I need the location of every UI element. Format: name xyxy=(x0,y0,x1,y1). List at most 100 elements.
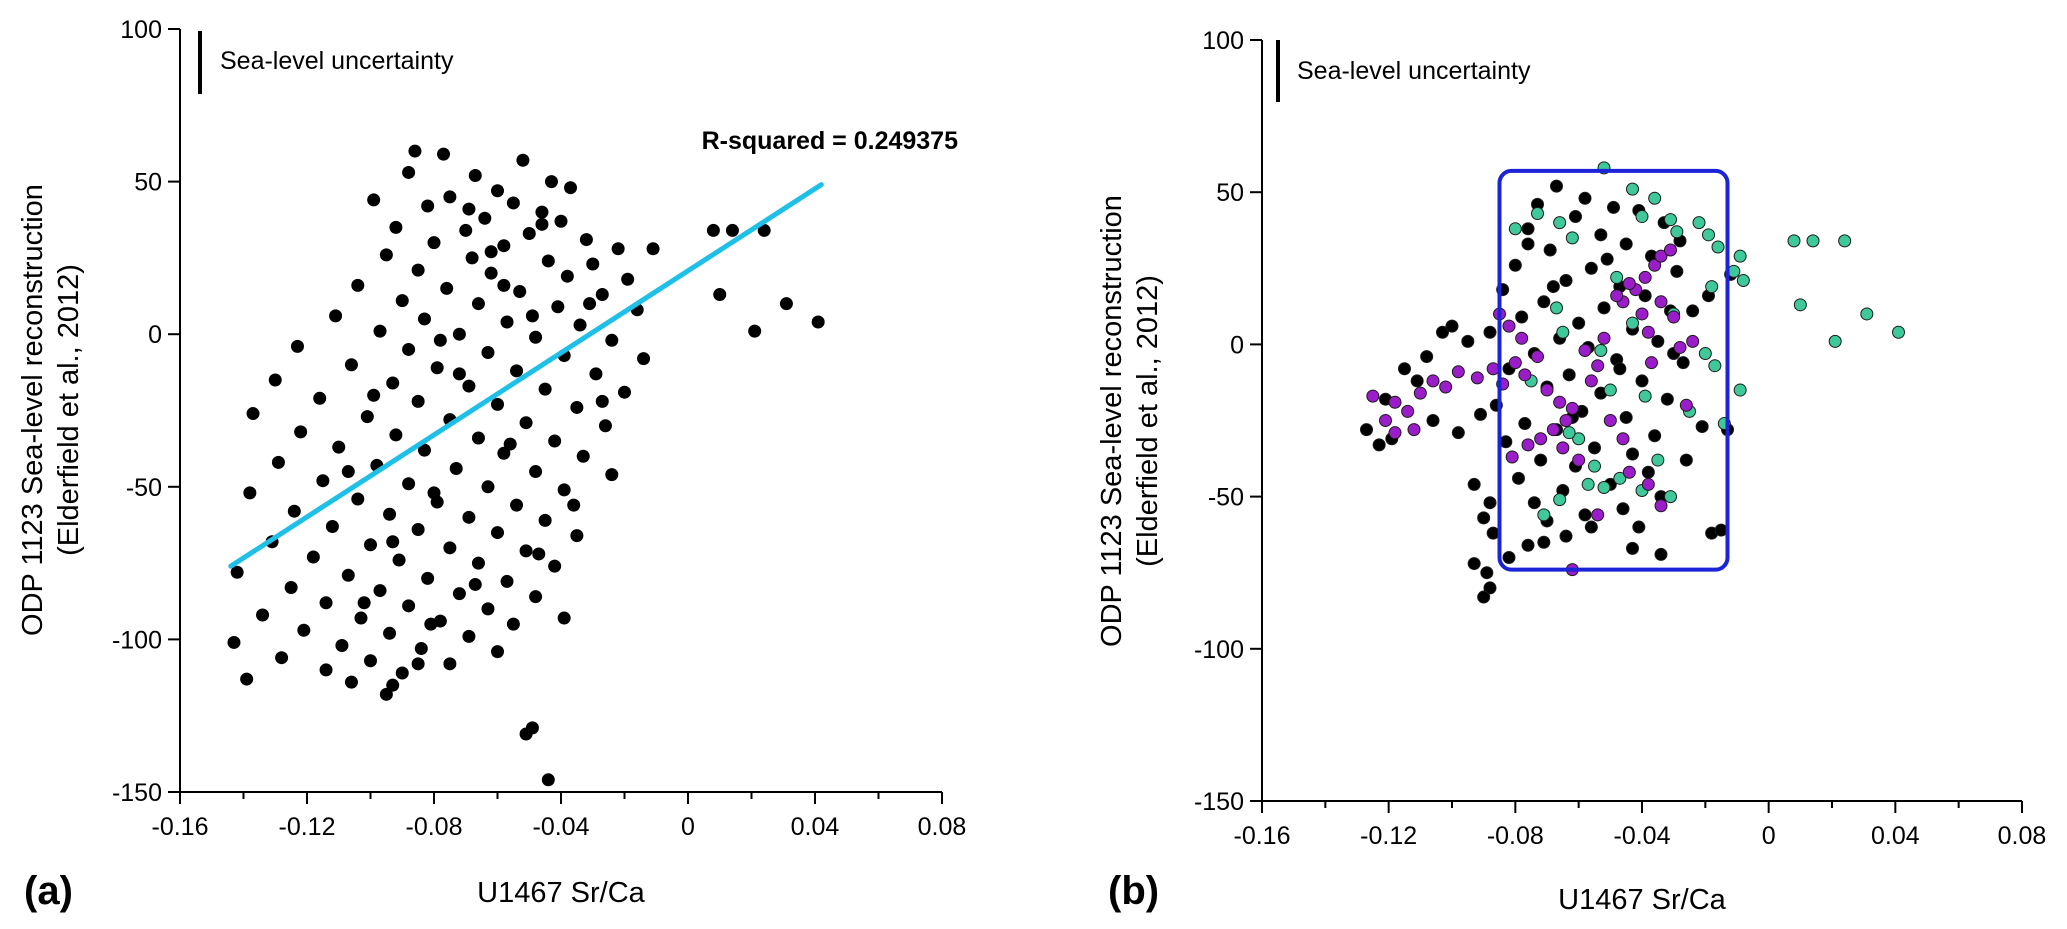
panel-a-x-tick-label: -0.08 xyxy=(406,813,463,841)
panel-b-point-series-2 xyxy=(1388,426,1402,440)
panel-a-y-axis-label-line1: ODP 1123 Sea-level reconstruction xyxy=(17,184,49,636)
panel-b-point-series-2 xyxy=(1679,398,1693,412)
panel-b-point-series-2 xyxy=(1686,334,1700,348)
panel-b-point-series-0 xyxy=(1635,374,1649,388)
panel-b-point-series-0 xyxy=(1584,261,1598,275)
panel-b-point-series-1 xyxy=(1603,383,1617,397)
panel-b-point-series-0 xyxy=(1483,581,1497,595)
panel-b-point-series-1 xyxy=(1550,301,1563,315)
panel-a-point xyxy=(468,168,482,182)
panel-a-point xyxy=(275,651,289,665)
panel-b-point-series-2 xyxy=(1597,331,1611,345)
panel-b-point-series-0 xyxy=(1508,258,1522,272)
panel-b-point-series-1 xyxy=(1553,493,1567,507)
panel-b-point-series-1 xyxy=(1638,389,1652,403)
panel-b-point-series-2 xyxy=(1521,438,1535,452)
panel-a-point xyxy=(462,202,476,216)
panel-a-point xyxy=(465,251,479,265)
panel-b-point-series-1 xyxy=(1531,207,1544,221)
panel-a-point xyxy=(757,223,771,237)
panel-b-point-series-2 xyxy=(1505,450,1519,464)
panel-a-point xyxy=(408,144,422,158)
panel-b-point-series-1 xyxy=(1635,210,1649,224)
panel-a-point xyxy=(341,465,355,479)
panel-b-point-series-0 xyxy=(1632,520,1646,534)
panel-a-point xyxy=(706,223,720,237)
panel-b-point-series-2 xyxy=(1470,371,1484,385)
panel-b-point-series-1 xyxy=(1537,508,1551,522)
panel-a-point xyxy=(462,510,476,524)
panel-a-point xyxy=(433,333,447,347)
panel-a-point xyxy=(491,184,504,198)
panel-a-point xyxy=(367,193,381,207)
panel-b-point-series-1 xyxy=(1565,231,1579,245)
panel-b-point-series-2 xyxy=(1641,477,1655,491)
panel-a-point xyxy=(424,617,438,631)
panel-b-point-series-0 xyxy=(1372,438,1386,452)
panel-b-point-series-0 xyxy=(1714,523,1728,537)
panel-b-point-series-0 xyxy=(1512,471,1525,485)
panel-a-point xyxy=(497,239,511,253)
panel-a-point xyxy=(637,352,651,366)
panel-a-point xyxy=(395,666,409,680)
panel-a-point xyxy=(383,626,397,640)
panel-a-point xyxy=(554,214,568,228)
panel-b-point-series-0 xyxy=(1578,508,1592,522)
panel-a-point xyxy=(386,535,400,549)
panel-a-point xyxy=(529,465,543,479)
panel-b-y-tick-label: -100 xyxy=(1194,636,1244,664)
panel-b-point-series-1 xyxy=(1692,216,1706,230)
panel-a-point xyxy=(519,416,533,430)
panel-a-y-tick-label: 100 xyxy=(120,16,162,44)
panel-a-point xyxy=(417,312,431,326)
panel-b-point-series-1 xyxy=(1581,477,1595,491)
panel-b-point-series-1 xyxy=(1508,222,1522,236)
panel-a-point xyxy=(449,461,463,475)
panel-a-point xyxy=(618,385,631,399)
panel-b-point-series-1 xyxy=(1698,347,1712,361)
panel-a-x-tick-label: -0.04 xyxy=(533,813,590,841)
panel-b-point-series-1 xyxy=(1594,343,1608,357)
scatter-panel-a: -0.16 -0.12 -0.08 -0.04 0 0.04 0.08 100 50 0 -50 -1… xyxy=(17,16,966,913)
panel-b-point-series-2 xyxy=(1540,383,1554,397)
panel-a-point xyxy=(497,278,511,292)
panel-b-point-series-0 xyxy=(1483,496,1497,510)
panel-b-x-tick-label: 0.04 xyxy=(1871,822,1920,850)
panel-a-x-tick-label: -0.16 xyxy=(152,813,209,841)
panel-a-point xyxy=(383,507,397,521)
panel-a-point xyxy=(430,361,444,375)
panel-b-point-series-2 xyxy=(1654,499,1668,513)
panel-a-point xyxy=(335,639,349,653)
panel-a-point xyxy=(529,590,543,604)
panel-a-point xyxy=(373,584,387,598)
panel-b-point-series-0 xyxy=(1569,210,1582,224)
panel-b-point-series-2 xyxy=(1379,414,1392,427)
panel-a-point xyxy=(386,376,400,390)
panel-a-point xyxy=(532,547,546,561)
panel-a-point xyxy=(402,477,416,491)
panel-a-x-tick-label: 0.04 xyxy=(791,813,840,841)
panel-a-point xyxy=(462,379,476,393)
panel-a-point xyxy=(481,602,495,616)
panel-b-point-series-0 xyxy=(1562,368,1576,382)
panel-a-point xyxy=(290,339,304,353)
panel-b-point-series-0 xyxy=(1521,237,1535,251)
panel-a-point xyxy=(364,538,377,552)
panel-b-point-series-1 xyxy=(1597,480,1611,494)
panel-b-point-series-2 xyxy=(1413,386,1427,400)
panel-a-point xyxy=(579,233,593,247)
panel-a-x-tick-label: 0 xyxy=(681,813,695,841)
panel-a-point xyxy=(402,342,416,356)
panel-b-point-series-0 xyxy=(1537,535,1551,549)
panel-a-point xyxy=(297,623,311,637)
panel-a-point xyxy=(306,550,320,564)
panel-b-point-series-2 xyxy=(1667,310,1681,324)
panel-b-point-series-1 xyxy=(1860,307,1874,321)
panel-b-point-series-0 xyxy=(1670,264,1684,278)
panel-b-point-series-2 xyxy=(1622,465,1636,479)
panel-b-point-series-0 xyxy=(1550,179,1563,193)
panel-a-point xyxy=(443,541,457,555)
panel-a-point xyxy=(462,629,476,643)
panel-b-point-series-2 xyxy=(1591,508,1605,522)
panel-a-x-tick-label: 0.08 xyxy=(918,813,967,841)
